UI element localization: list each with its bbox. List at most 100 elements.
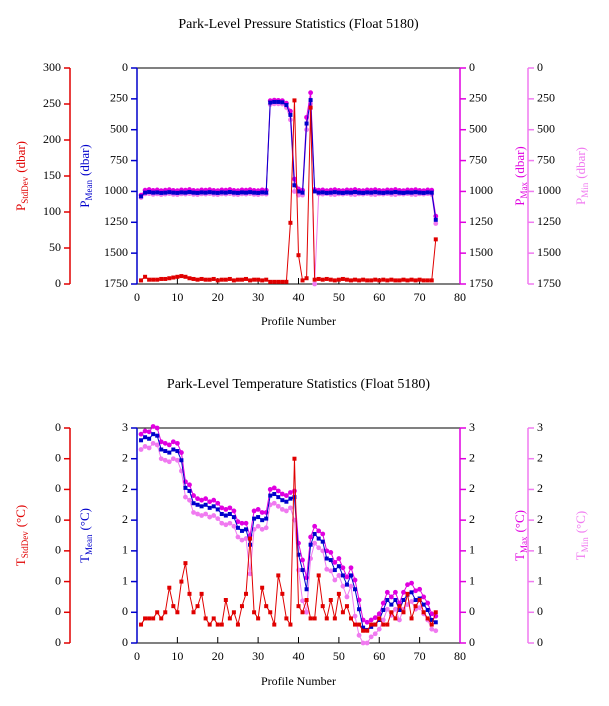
point: [316, 545, 322, 551]
point: [203, 616, 208, 621]
point: [280, 100, 285, 105]
point: [231, 515, 236, 520]
point: [174, 457, 180, 463]
point: [380, 617, 386, 623]
y-tick-label: 1250: [537, 214, 561, 228]
point: [365, 628, 370, 633]
point: [247, 571, 253, 577]
point: [158, 439, 164, 445]
point: [344, 277, 349, 282]
y-tick-label: 1750: [469, 276, 493, 290]
y-tick-label: 1: [122, 543, 128, 557]
point: [215, 190, 220, 195]
point: [167, 190, 172, 195]
point: [155, 277, 160, 282]
point: [259, 526, 265, 532]
point: [163, 610, 168, 615]
x-tick-label: 20: [212, 290, 224, 304]
point: [280, 498, 285, 503]
point: [183, 561, 188, 566]
point: [171, 190, 176, 195]
point: [308, 90, 314, 96]
point: [279, 506, 285, 512]
point: [271, 485, 277, 491]
y-tick-label: 250: [537, 91, 555, 105]
point: [151, 616, 156, 621]
point: [409, 599, 414, 604]
point: [332, 568, 337, 573]
point: [167, 585, 172, 590]
point: [320, 604, 325, 609]
point: [142, 428, 148, 434]
point: [223, 277, 228, 282]
point: [405, 278, 410, 283]
point: [231, 523, 237, 529]
point: [369, 278, 374, 283]
point: [207, 499, 213, 505]
point: [174, 440, 180, 446]
point: [353, 622, 358, 627]
point: [154, 425, 160, 431]
y-axis-label-unit: (°C): [512, 510, 527, 533]
point: [227, 512, 232, 516]
point: [280, 279, 285, 284]
point: [360, 640, 366, 646]
point: [248, 190, 253, 195]
point: [417, 190, 422, 195]
y-tick-label: 0: [122, 604, 128, 618]
point: [385, 622, 390, 627]
point: [147, 190, 152, 195]
y-tick-label: 2: [122, 481, 128, 495]
point: [199, 513, 205, 518]
point: [425, 600, 431, 606]
point: [332, 190, 337, 195]
point: [203, 502, 208, 507]
point: [272, 622, 277, 627]
point: [433, 237, 438, 242]
y-tick-label: 250: [43, 96, 61, 110]
point: [162, 457, 168, 463]
point: [179, 450, 184, 455]
point: [211, 616, 216, 621]
point: [179, 274, 184, 279]
point: [377, 190, 382, 195]
x-tick-label: 60: [373, 290, 385, 304]
point: [260, 585, 265, 590]
point: [312, 189, 317, 194]
point: [219, 277, 224, 282]
y-tick-label: 0: [122, 60, 128, 74]
point: [215, 500, 221, 506]
y-tick-label: 1000: [469, 183, 493, 197]
point: [215, 516, 221, 522]
y-axis-label: PMax (dbar): [512, 146, 529, 206]
point: [147, 277, 152, 282]
point: [377, 278, 382, 283]
point: [167, 276, 172, 281]
point: [393, 278, 398, 283]
point: [324, 190, 329, 195]
point: [308, 534, 314, 540]
point: [191, 493, 196, 498]
point: [288, 505, 293, 511]
point: [320, 539, 325, 544]
point: [203, 190, 208, 195]
point: [275, 503, 281, 509]
point: [231, 278, 236, 283]
point: [179, 458, 184, 463]
point: [356, 632, 362, 638]
point: [158, 456, 164, 462]
point: [385, 278, 390, 283]
point: [393, 616, 398, 621]
point: [215, 278, 220, 283]
point: [163, 449, 168, 454]
point: [300, 190, 305, 195]
point: [429, 617, 434, 622]
point: [348, 565, 354, 571]
point: [433, 217, 438, 222]
point: [405, 591, 410, 596]
point: [187, 276, 192, 281]
point: [268, 100, 273, 105]
point: [332, 559, 338, 565]
y-tick-label: 500: [469, 121, 487, 135]
point: [328, 598, 333, 602]
